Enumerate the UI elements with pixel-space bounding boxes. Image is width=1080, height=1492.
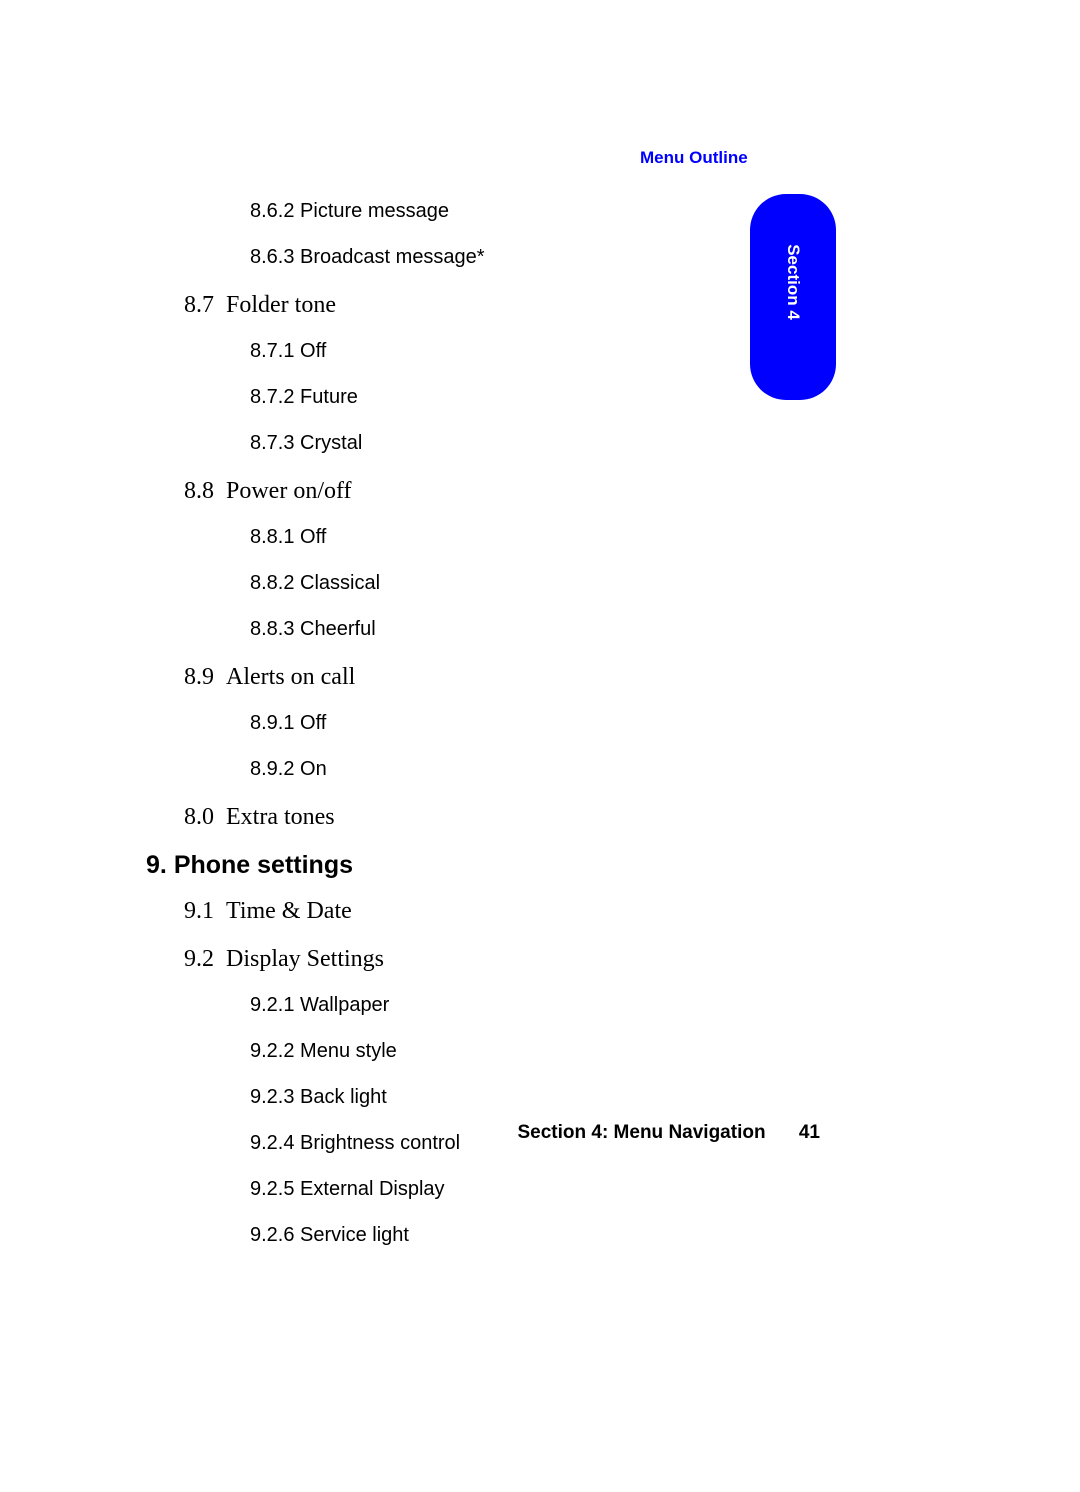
header-menu-outline: Menu Outline xyxy=(640,148,748,168)
outline-item-text: Off xyxy=(300,712,326,734)
outline-item-number: 9.2.3 xyxy=(250,1086,294,1108)
outline-item-number: 9.2 xyxy=(184,946,214,972)
outline-item: 9.2 Display Settings xyxy=(184,941,780,977)
outline-item: 8.0 Extra tones xyxy=(184,799,780,835)
outline-item-number: 8.6.2 xyxy=(250,200,294,222)
section-tab-label: Section 4 xyxy=(783,244,803,320)
outline-item-text: Extra tones xyxy=(226,804,335,830)
outline-item-number: 8.9 xyxy=(184,664,214,690)
footer-section: Section 4: Menu Navigation xyxy=(517,1122,765,1143)
outline-item-number: 8.8.3 xyxy=(250,618,294,640)
footer-text: Section 4: Menu Navigation 41 xyxy=(517,1122,820,1144)
outline-item-number: 8.7.2 xyxy=(250,386,294,408)
outline-item-number: 8.7.1 xyxy=(250,340,294,362)
outline-item-text: Alerts on call xyxy=(226,664,355,690)
outline-item: 9.2.5 External Display xyxy=(250,1173,780,1205)
outline-item: 8.8.2 Classical xyxy=(250,567,780,599)
outline-item-text: Broadcast message* xyxy=(300,246,485,268)
outline-item: 8.9 Alerts on call xyxy=(184,659,780,695)
outline-item-text: Cheerful xyxy=(300,618,376,640)
outline-item: 8.7.2 Future xyxy=(250,381,780,413)
outline-item-text: Wallpaper xyxy=(300,994,389,1016)
outline-item: 8.6.3 Broadcast message* xyxy=(250,241,780,273)
outline-item-text: Display Settings xyxy=(226,946,384,972)
outline-item: 8.8.3 Cheerful xyxy=(250,613,780,645)
outline-item-text: Phone settings xyxy=(174,851,353,879)
outline-item-number: 8.8.1 xyxy=(250,526,294,548)
page: Menu Outline Section 4 8.6.2 Picture mes… xyxy=(0,0,1080,1492)
outline-item-text: On xyxy=(300,758,327,780)
outline-item: 8.6.2 Picture message xyxy=(250,195,780,227)
outline-item-number: 9. xyxy=(146,851,167,879)
outline-item: 9.2.3 Back light xyxy=(250,1081,780,1113)
outline-item: 8.8.1 Off xyxy=(250,521,780,553)
outline-item: 8.7 Folder tone xyxy=(184,287,780,323)
footer-page-number: 41 xyxy=(799,1122,820,1143)
outline-item-number: 9.2.5 xyxy=(250,1178,294,1200)
outline-item-text: Future xyxy=(300,386,358,408)
outline-item-text: Classical xyxy=(300,572,380,594)
outline-item: 8.9.2 On xyxy=(250,753,780,785)
outline-item: 9.2.1 Wallpaper xyxy=(250,989,780,1021)
outline-item-text: Brightness control xyxy=(300,1132,460,1154)
outline-item-text: Time & Date xyxy=(226,898,352,924)
outline-item-text: Menu style xyxy=(300,1040,397,1062)
outline-content: 8.6.2 Picture message 8.6.3 Broadcast mes… xyxy=(180,195,780,1265)
outline-item-text: External Display xyxy=(300,1178,445,1200)
outline-item-number: 9.2.4 xyxy=(250,1132,294,1154)
outline-item-text: Power on/off xyxy=(226,478,352,504)
outline-item-number: 8.8 xyxy=(184,478,214,504)
outline-item-number: 9.2.2 xyxy=(250,1040,294,1062)
outline-item-text: Service light xyxy=(300,1224,409,1246)
outline-item-number: 8.0 xyxy=(184,804,214,830)
outline-item: 8.7.3 Crystal xyxy=(250,427,780,459)
outline-item: 8.7.1 Off xyxy=(250,335,780,367)
outline-item: 9.2.2 Menu style xyxy=(250,1035,780,1067)
outline-item-text: Off xyxy=(300,340,326,362)
outline-item: 9. Phone settings xyxy=(146,847,780,885)
outline-item-number: 8.7.3 xyxy=(250,432,294,454)
outline-item-number: 8.9.1 xyxy=(250,712,294,734)
outline-item: 8.8 Power on/off xyxy=(184,473,780,509)
outline-item-number: 8.8.2 xyxy=(250,572,294,594)
outline-item-text: Folder tone xyxy=(226,292,336,318)
outline-item-text: Back light xyxy=(300,1086,387,1108)
outline-item-number: 8.6.3 xyxy=(250,246,294,268)
outline-item-number: 9.1 xyxy=(184,898,214,924)
outline-item: 9.2.6 Service light xyxy=(250,1219,780,1251)
outline-item-number: 9.2.1 xyxy=(250,994,294,1016)
outline-item-number: 9.2.6 xyxy=(250,1224,294,1246)
outline-item-text: Crystal xyxy=(300,432,362,454)
outline-item-text: Picture message xyxy=(300,200,449,222)
outline-item-text: Off xyxy=(300,526,326,548)
outline-item-number: 8.7 xyxy=(184,292,214,318)
outline-item: 8.9.1 Off xyxy=(250,707,780,739)
outline-item-number: 8.9.2 xyxy=(250,758,294,780)
outline-item: 9.1 Time & Date xyxy=(184,893,780,929)
